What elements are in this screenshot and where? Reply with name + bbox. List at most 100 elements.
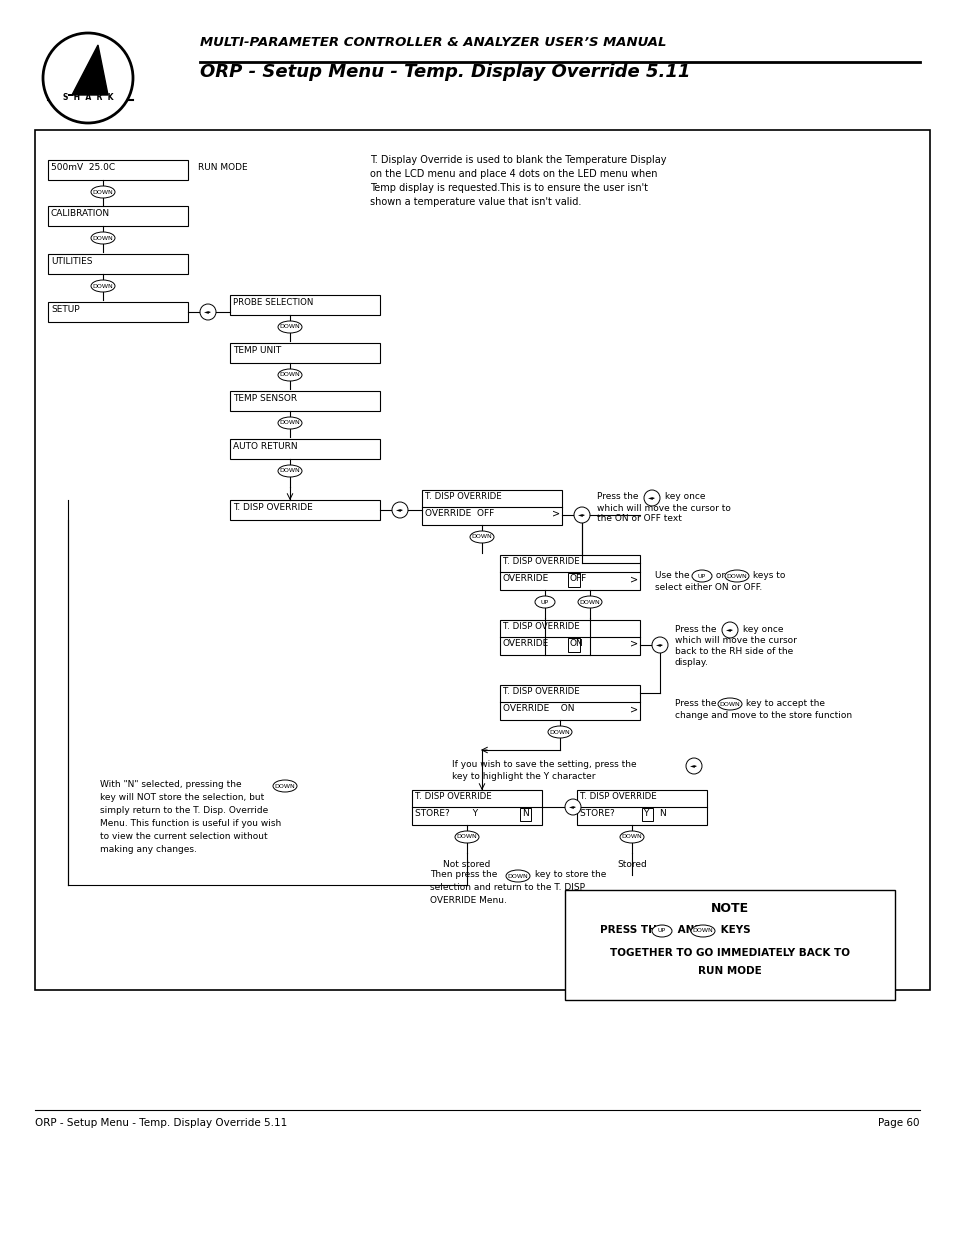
Ellipse shape xyxy=(505,869,530,882)
Text: DOWN: DOWN xyxy=(579,599,599,604)
Text: Press the: Press the xyxy=(675,625,716,634)
Bar xyxy=(412,790,541,825)
Text: change and move to the store function: change and move to the store function xyxy=(675,711,851,720)
Text: DOWN: DOWN xyxy=(726,573,746,578)
Bar xyxy=(567,638,579,652)
Text: key to highlight the Y character: key to highlight the Y character xyxy=(452,772,595,781)
Text: the ON or OFF text: the ON or OFF text xyxy=(597,514,681,522)
Text: on the LCD menu and place 4 dots on the LED menu when: on the LCD menu and place 4 dots on the … xyxy=(370,169,657,179)
Ellipse shape xyxy=(535,597,555,608)
Text: T. DISP OVERRIDE: T. DISP OVERRIDE xyxy=(233,503,313,513)
Text: back to the RH side of the: back to the RH side of the xyxy=(675,647,792,656)
Text: DOWN: DOWN xyxy=(92,236,113,241)
Text: DOWN: DOWN xyxy=(471,535,492,540)
Text: DOWN: DOWN xyxy=(92,284,113,289)
Text: ◄•: ◄• xyxy=(689,763,698,768)
Text: RUN MODE: RUN MODE xyxy=(698,966,761,976)
Text: OVERRIDE: OVERRIDE xyxy=(502,638,549,648)
Text: T. Display Override is used to blank the Temperature Display: T. Display Override is used to blank the… xyxy=(370,156,666,165)
Circle shape xyxy=(721,622,738,638)
Bar xyxy=(564,890,894,1000)
Ellipse shape xyxy=(91,186,115,198)
Ellipse shape xyxy=(277,466,302,477)
Text: With "N" selected, pressing the: With "N" selected, pressing the xyxy=(100,781,241,789)
Text: DOWN: DOWN xyxy=(456,835,476,840)
Bar xyxy=(48,161,188,180)
Text: NOTE: NOTE xyxy=(710,902,748,915)
Text: If you wish to save the setting, press the: If you wish to save the setting, press t… xyxy=(452,760,636,769)
Text: STORE?: STORE? xyxy=(579,809,640,818)
Bar xyxy=(230,295,379,315)
Ellipse shape xyxy=(651,925,671,937)
Text: Page 60: Page 60 xyxy=(878,1118,919,1128)
Bar xyxy=(230,391,379,411)
Text: DOWN: DOWN xyxy=(279,325,300,330)
Bar xyxy=(48,254,188,274)
Text: STORE?        Y: STORE? Y xyxy=(415,809,483,818)
Text: OFF: OFF xyxy=(569,574,587,583)
Text: >: > xyxy=(629,638,638,650)
Text: CALIBRATION: CALIBRATION xyxy=(51,209,110,219)
Text: T. DISP OVERRIDE: T. DISP OVERRIDE xyxy=(502,557,579,566)
Text: which will move the cursor: which will move the cursor xyxy=(675,636,796,645)
Text: ORP - Setup Menu - Temp. Display Override 5.11: ORP - Setup Menu - Temp. Display Overrid… xyxy=(35,1118,287,1128)
Text: keys to: keys to xyxy=(749,571,784,580)
Bar xyxy=(48,206,188,226)
Text: SETUP: SETUP xyxy=(51,305,79,314)
Text: >: > xyxy=(629,574,638,584)
Text: select either ON or OFF.: select either ON or OFF. xyxy=(655,583,761,592)
Ellipse shape xyxy=(455,831,478,844)
Circle shape xyxy=(43,33,132,124)
Text: key will NOT store the selection, but: key will NOT store the selection, but xyxy=(100,793,264,802)
Text: ORP - Setup Menu - Temp. Display Override 5.11: ORP - Setup Menu - Temp. Display Overrid… xyxy=(200,63,690,82)
Text: selection and return to the T. DISP: selection and return to the T. DISP xyxy=(430,883,584,892)
Text: OVERRIDE: OVERRIDE xyxy=(502,574,549,583)
Bar xyxy=(230,500,379,520)
Text: N: N xyxy=(521,809,528,818)
Text: or: or xyxy=(712,571,724,580)
Text: OVERRIDE    ON: OVERRIDE ON xyxy=(502,704,574,713)
Text: AUTO RETURN: AUTO RETURN xyxy=(233,442,297,451)
Text: DOWN: DOWN xyxy=(279,468,300,473)
Text: Temp display is requested.This is to ensure the user isn't: Temp display is requested.This is to ens… xyxy=(370,183,647,193)
Text: ◄•: ◄• xyxy=(647,495,656,500)
Text: DOWN: DOWN xyxy=(92,189,113,194)
Text: DOWN: DOWN xyxy=(692,929,713,934)
Ellipse shape xyxy=(718,698,741,710)
Text: RUN MODE: RUN MODE xyxy=(198,163,248,172)
Text: S  H  A  R  K: S H A R K xyxy=(63,93,113,103)
Text: T. DISP OVERRIDE: T. DISP OVERRIDE xyxy=(502,622,579,631)
Text: Press the: Press the xyxy=(675,699,716,708)
Text: DOWN: DOWN xyxy=(279,373,300,378)
Text: Y: Y xyxy=(642,809,648,818)
Bar xyxy=(230,343,379,363)
Text: T. DISP OVERRIDE: T. DISP OVERRIDE xyxy=(424,492,501,501)
Text: UP: UP xyxy=(698,573,705,578)
Text: DOWN: DOWN xyxy=(621,835,641,840)
Circle shape xyxy=(643,490,659,506)
Text: shown a temperature value that isn't valid.: shown a temperature value that isn't val… xyxy=(370,198,580,207)
Bar xyxy=(577,790,706,825)
Text: making any changes.: making any changes. xyxy=(100,845,196,853)
Ellipse shape xyxy=(547,726,572,739)
Ellipse shape xyxy=(277,369,302,382)
Text: DOWN: DOWN xyxy=(719,701,740,706)
Text: >: > xyxy=(552,509,559,519)
Text: MULTI-PARAMETER CONTROLLER & ANALYZER USER’S MANUAL: MULTI-PARAMETER CONTROLLER & ANALYZER US… xyxy=(200,36,666,48)
Text: ◄•: ◄• xyxy=(395,508,404,513)
Ellipse shape xyxy=(91,280,115,291)
Text: key once: key once xyxy=(661,492,705,501)
Bar xyxy=(35,130,929,990)
Text: Menu. This function is useful if you wish: Menu. This function is useful if you wis… xyxy=(100,819,281,827)
Text: AND: AND xyxy=(673,925,702,935)
Text: >: > xyxy=(629,704,638,714)
Text: T. DISP OVERRIDE: T. DISP OVERRIDE xyxy=(579,792,656,802)
Polygon shape xyxy=(68,44,108,95)
Ellipse shape xyxy=(724,571,748,582)
Text: OVERRIDE  OFF: OVERRIDE OFF xyxy=(424,509,494,517)
Circle shape xyxy=(392,501,408,517)
Circle shape xyxy=(200,304,215,320)
Text: DOWN: DOWN xyxy=(549,730,570,735)
Bar xyxy=(499,685,639,720)
Text: TEMP UNIT: TEMP UNIT xyxy=(233,346,281,354)
